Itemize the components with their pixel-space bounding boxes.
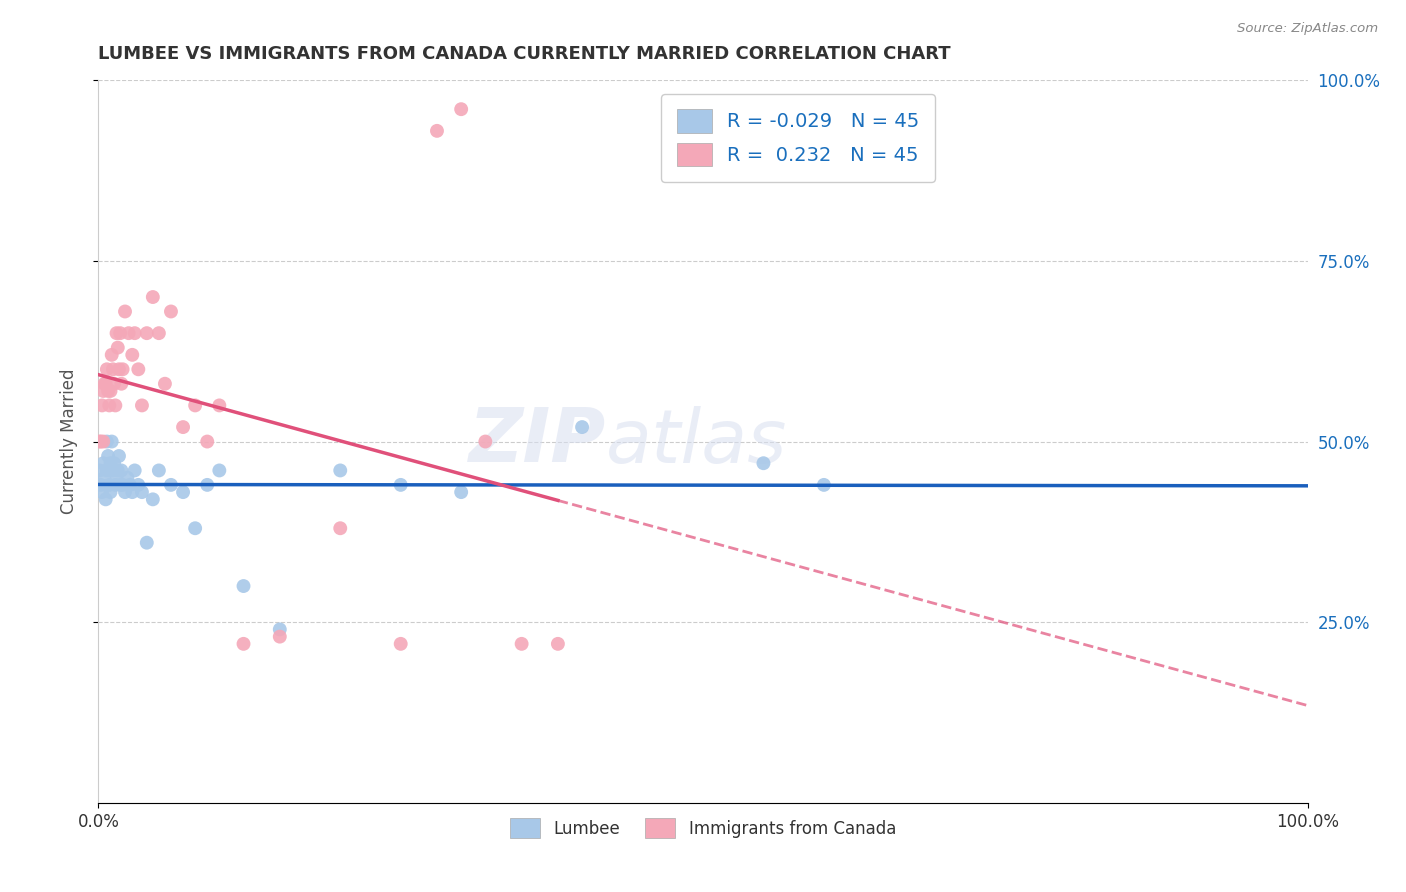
Point [153, 376, 176, 391]
Point [131, 398, 153, 412]
Point [90, 434, 112, 449]
Point [450, 485, 472, 500]
Point [172, 420, 194, 434]
Point [118, 478, 141, 492]
Point [111, 478, 134, 492]
Point [91, 398, 114, 412]
Point [91, 434, 114, 449]
Point [108, 449, 131, 463]
Point [98, 398, 121, 412]
Point [100, 434, 122, 449]
Point [269, 623, 291, 637]
Point [142, 290, 165, 304]
Point [142, 492, 165, 507]
Point [111, 362, 134, 376]
Point [329, 521, 352, 535]
Point [108, 362, 131, 376]
Point [124, 326, 146, 340]
Point [104, 478, 127, 492]
Point [195, 478, 218, 492]
Point [107, 463, 129, 477]
Point [103, 376, 125, 391]
Point [232, 579, 254, 593]
Point [752, 456, 775, 470]
Point [93, 470, 115, 484]
Point [510, 637, 533, 651]
Point [184, 398, 207, 412]
Point [91, 384, 114, 398]
Point [101, 463, 124, 477]
Point [114, 304, 136, 318]
Point [131, 485, 153, 500]
Point [232, 637, 254, 651]
Point [127, 362, 149, 376]
Point [208, 398, 231, 412]
Point [108, 326, 131, 340]
Point [114, 485, 136, 500]
Point [104, 398, 127, 412]
Point [107, 341, 129, 355]
Point [195, 434, 218, 449]
Point [269, 630, 291, 644]
Point [89, 434, 111, 449]
Point [98, 478, 121, 492]
Point [89, 463, 111, 477]
Y-axis label: Currently Married: Currently Married [59, 368, 77, 515]
Point [94, 492, 117, 507]
Point [108, 478, 131, 492]
Point [100, 456, 122, 470]
Point [121, 348, 143, 362]
Point [127, 478, 149, 492]
Point [389, 478, 412, 492]
Point [121, 485, 143, 500]
Point [547, 637, 569, 651]
Point [110, 376, 132, 391]
Point [135, 535, 157, 549]
Point [172, 485, 194, 500]
Point [110, 463, 132, 477]
Text: ZIP: ZIP [470, 405, 606, 478]
Legend: Lumbee, Immigrants from Canada: Lumbee, Immigrants from Canada [503, 812, 903, 845]
Point [184, 521, 207, 535]
Point [118, 326, 141, 340]
Point [208, 463, 231, 477]
Point [160, 304, 183, 318]
Point [97, 449, 120, 463]
Point [160, 478, 183, 492]
Point [813, 478, 835, 492]
Point [100, 348, 122, 362]
Point [96, 434, 118, 449]
Point [93, 376, 115, 391]
Point [100, 384, 122, 398]
Text: Source: ZipAtlas.com: Source: ZipAtlas.com [1237, 22, 1378, 36]
Point [105, 470, 128, 484]
Point [101, 362, 124, 376]
Point [474, 434, 496, 449]
Point [117, 470, 139, 484]
Point [97, 384, 120, 398]
Point [135, 326, 157, 340]
Text: LUMBEE VS IMMIGRANTS FROM CANADA CURRENTLY MARRIED CORRELATION CHART: LUMBEE VS IMMIGRANTS FROM CANADA CURRENT… [98, 45, 950, 63]
Point [91, 485, 114, 500]
Point [450, 102, 472, 116]
Point [100, 485, 122, 500]
Point [389, 637, 412, 651]
Point [329, 463, 352, 477]
Point [148, 326, 170, 340]
Text: atlas: atlas [606, 406, 787, 477]
Point [96, 463, 118, 477]
Point [91, 456, 114, 470]
Point [103, 456, 125, 470]
Point [124, 463, 146, 477]
Point [96, 362, 118, 376]
Point [148, 463, 170, 477]
Point [571, 420, 593, 434]
Point [94, 376, 117, 391]
Point [105, 326, 128, 340]
Point [426, 124, 449, 138]
Point [90, 478, 112, 492]
